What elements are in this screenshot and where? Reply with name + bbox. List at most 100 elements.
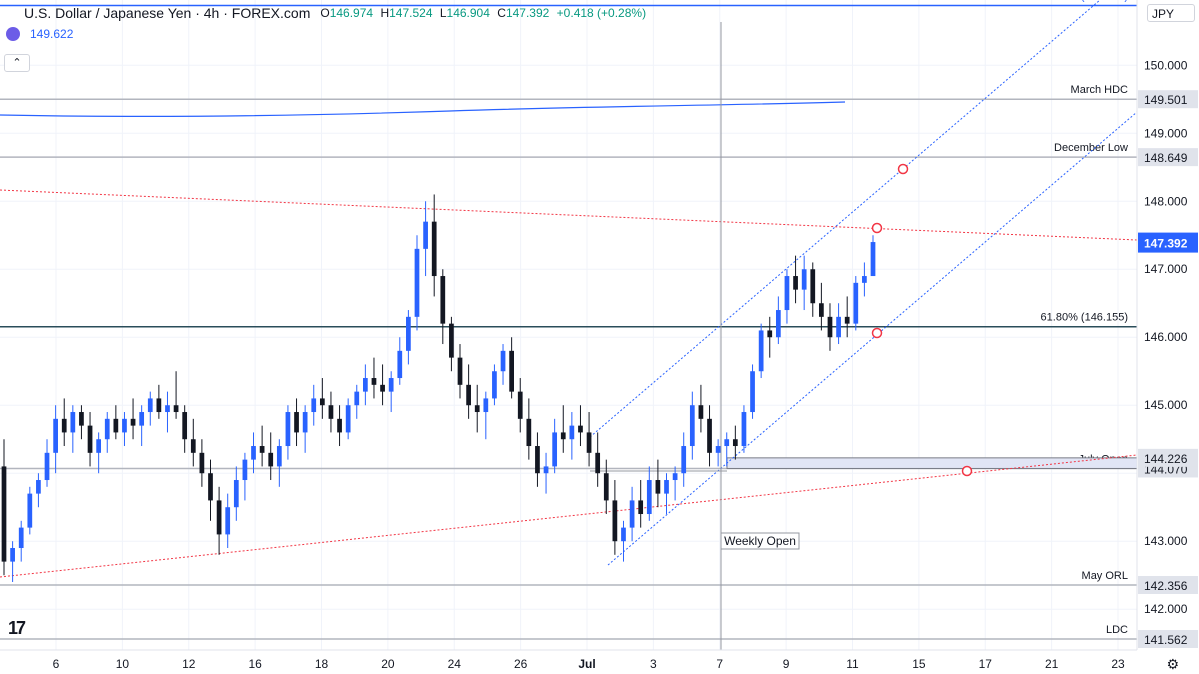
candle	[122, 412, 127, 447]
candle	[784, 269, 790, 324]
y-tick-label: 142.000	[1144, 602, 1188, 616]
level-axis-tag: 144.226	[1138, 448, 1198, 467]
high-value: 147.524	[389, 6, 433, 20]
channel-lower-line	[607, 111, 1138, 566]
candle	[147, 391, 153, 426]
candle	[104, 412, 110, 453]
candle	[664, 473, 669, 515]
candle	[233, 466, 239, 521]
x-tick-label: 6	[53, 657, 60, 671]
x-tick-label: 7	[716, 657, 723, 671]
trend-lines	[0, 0, 1138, 650]
candle	[689, 391, 695, 460]
x-tick-label: 18	[315, 657, 329, 671]
candle	[311, 384, 317, 426]
svg-text:148.649: 148.649	[1144, 151, 1188, 165]
candle	[354, 384, 360, 419]
indicator-value: 149.622	[30, 27, 74, 41]
candle	[276, 439, 282, 487]
candle	[750, 364, 755, 419]
candle	[629, 486, 635, 542]
candle	[190, 418, 196, 467]
candle	[440, 269, 446, 345]
candle	[603, 459, 609, 515]
candle	[474, 384, 480, 433]
candle	[371, 357, 377, 399]
candle	[79, 405, 84, 440]
candle	[96, 432, 102, 474]
settings-gear-icon[interactable]: ⚙	[1166, 656, 1179, 672]
x-tick-label: 26	[514, 657, 528, 671]
weekly-open-label: Weekly Open	[720, 532, 800, 550]
price-axis-bg	[1137, 0, 1199, 674]
candle	[655, 459, 661, 508]
candle	[414, 235, 420, 331]
candle	[732, 425, 738, 460]
candle	[767, 316, 773, 358]
y-tick-label: 145.000	[1144, 398, 1188, 412]
symbol-title[interactable]: U.S. Dollar / Japanese Yen · 4h · FOREX.…	[24, 5, 311, 21]
candle	[431, 194, 437, 297]
candle	[862, 262, 867, 297]
x-tick-label: 9	[783, 657, 790, 671]
candle	[500, 344, 506, 385]
moving-average-line	[0, 101, 846, 118]
candle	[758, 323, 764, 379]
x-tick-label: 15	[912, 657, 926, 671]
candle	[836, 303, 841, 345]
x-tick-label: 17	[979, 657, 993, 671]
x-tick-label: 11	[846, 657, 859, 671]
candle	[173, 371, 179, 419]
candle	[380, 364, 385, 406]
candles	[1, 194, 876, 583]
resistance-trendline	[0, 189, 1138, 241]
candle	[844, 296, 850, 338]
indicator-legend[interactable]: 149.622	[6, 27, 73, 41]
candle	[87, 412, 93, 467]
chart-header: U.S. Dollar / Japanese Yen · 4h · FOREX.…	[0, 2, 650, 24]
close-value: 147.392	[505, 6, 550, 20]
horizontal-levels: 100.00% (150.880) March HDC December Low 61…	[0, 0, 1138, 640]
y-tick-label: 149.000	[1144, 126, 1188, 140]
candle	[130, 398, 136, 440]
x-tick-label: Jul	[578, 657, 595, 671]
level-axis-tag: 148.649	[1138, 148, 1198, 167]
candle	[36, 473, 41, 508]
level-label: LDC	[1106, 624, 1128, 636]
candle	[363, 364, 368, 406]
candle	[526, 398, 532, 460]
candle	[543, 452, 549, 494]
candle	[707, 405, 712, 467]
candle	[113, 405, 119, 440]
level-label: 61.80% (146.155)	[1041, 312, 1128, 324]
time-axis: 6 10 12 16 18 20 24 26 Jul 3 7 9 11 15 17 21 23	[53, 657, 1125, 671]
candle	[388, 371, 394, 413]
candle	[646, 466, 652, 521]
candle	[328, 391, 334, 433]
x-tick-label: 23	[1111, 657, 1125, 671]
candle	[569, 412, 575, 460]
candle	[741, 405, 747, 453]
candle	[345, 398, 351, 440]
svg-text:149.501: 149.501	[1144, 93, 1188, 107]
svg-text:142.356: 142.356	[1144, 579, 1188, 593]
support-zone	[726, 457, 1138, 469]
candle	[578, 405, 583, 447]
candle	[259, 425, 265, 467]
x-tick-label: 3	[650, 657, 657, 671]
candle	[61, 398, 67, 447]
svg-text:147.392: 147.392	[1144, 237, 1188, 251]
grid	[0, 0, 1137, 650]
collapse-legend-button[interactable]: ⌃	[4, 54, 30, 72]
candle	[251, 432, 256, 474]
y-tick-label: 147.000	[1144, 262, 1188, 276]
candle	[165, 391, 170, 433]
currency-selector[interactable]: JPY	[1147, 4, 1195, 22]
candle	[285, 405, 291, 460]
candle	[595, 432, 601, 487]
candle	[156, 384, 162, 419]
level-axis-tag: 149.501	[1138, 90, 1198, 109]
candle	[268, 432, 274, 481]
candle	[27, 486, 33, 535]
